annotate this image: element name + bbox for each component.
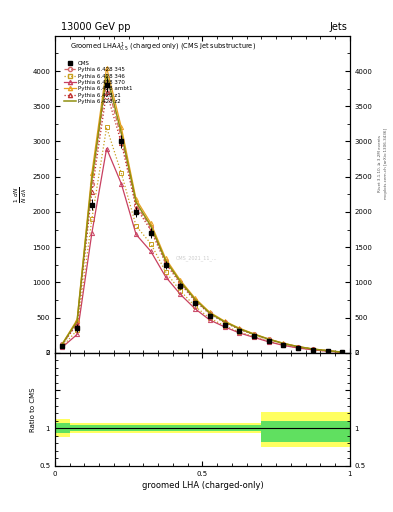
Legend: CMS, Pythia 6.428 345, Pythia 6.428 346, Pythia 6.428 370, Pythia 6.428 ambt1, P: CMS, Pythia 6.428 345, Pythia 6.428 346,… bbox=[64, 61, 132, 104]
Text: Groomed LHA$\lambda^{1}_{0.5}$ (charged only) (CMS jet substructure): Groomed LHA$\lambda^{1}_{0.5}$ (charged … bbox=[70, 40, 256, 54]
Text: CMS_2021_11_...: CMS_2021_11_... bbox=[176, 255, 217, 261]
Text: mcplots.cern.ch [arXiv:1306.3436]: mcplots.cern.ch [arXiv:1306.3436] bbox=[384, 129, 388, 199]
Text: Jets: Jets bbox=[330, 22, 348, 32]
X-axis label: groomed LHA (charged-only): groomed LHA (charged-only) bbox=[141, 481, 263, 490]
Y-axis label: $\frac{1}{N}\,\frac{dN}{d\lambda}$: $\frac{1}{N}\,\frac{dN}{d\lambda}$ bbox=[13, 186, 29, 203]
Text: 13000 GeV pp: 13000 GeV pp bbox=[61, 22, 130, 32]
Y-axis label: Ratio to CMS: Ratio to CMS bbox=[30, 387, 36, 432]
Text: Rivet 3.1.10, ≥ 3.2M events: Rivet 3.1.10, ≥ 3.2M events bbox=[378, 135, 382, 193]
